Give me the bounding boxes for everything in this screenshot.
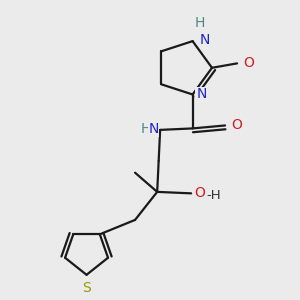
Text: N: N <box>148 122 159 136</box>
Text: H: H <box>195 16 205 30</box>
Text: O: O <box>244 56 254 70</box>
Text: O: O <box>194 186 205 200</box>
Text: S: S <box>82 281 91 295</box>
Text: O: O <box>232 118 242 133</box>
Text: H: H <box>140 122 151 136</box>
Text: N: N <box>200 33 210 47</box>
Text: -H: -H <box>206 189 221 202</box>
Text: N: N <box>196 88 206 101</box>
